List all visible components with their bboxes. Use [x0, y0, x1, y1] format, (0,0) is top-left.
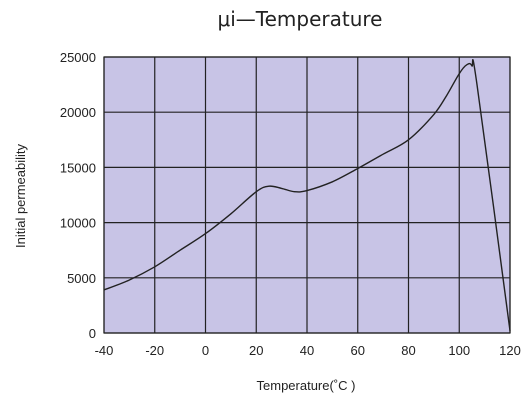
x-tick-label: 120	[499, 343, 521, 358]
x-tick-label: 80	[401, 343, 415, 358]
x-tick-label: 40	[300, 343, 314, 358]
x-tick-label: 20	[249, 343, 263, 358]
y-tick-label: 25000	[60, 50, 96, 65]
x-axis-label: Temperature(˚C )	[257, 378, 356, 393]
x-tick-label: 60	[351, 343, 365, 358]
x-tick-label: 100	[448, 343, 470, 358]
y-axis-label: Initial permeability	[13, 143, 28, 248]
y-tick-label: 0	[89, 326, 96, 341]
y-tick-label: 10000	[60, 216, 96, 231]
y-tick-label: 5000	[67, 271, 96, 286]
y-tick-label: 15000	[60, 160, 96, 175]
chart-title: μi—Temperature	[218, 7, 383, 31]
plot-area: -40 -20 0 20 40 60 80 100 120 0 5000 10000 15000 2000…	[60, 50, 521, 358]
x-tick-label: -20	[145, 343, 164, 358]
series-line	[103, 58, 511, 331]
y-tick-label: 20000	[60, 105, 96, 120]
plot-frame	[103, 56, 511, 334]
x-tick-label: -40	[95, 343, 114, 358]
x-tick-label: 0	[202, 343, 209, 358]
